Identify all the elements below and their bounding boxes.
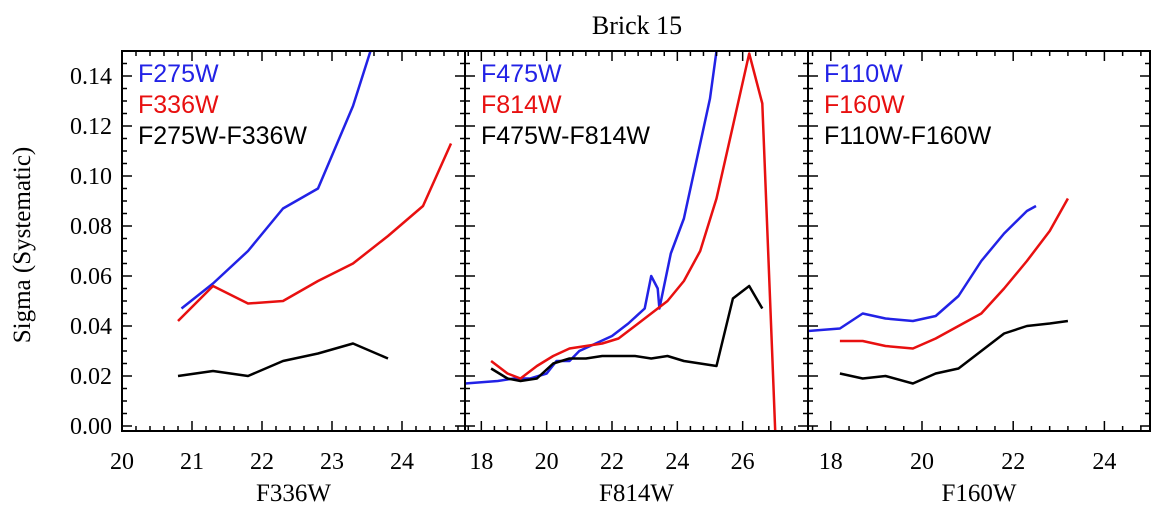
x-tick-label: 20 xyxy=(910,449,934,475)
series-line-f275w xyxy=(180,51,372,310)
figure-title: Brick 15 xyxy=(592,11,682,40)
legend-entry-f110w-f160w: F110W-F160W xyxy=(824,122,992,150)
x-tick-label: 20 xyxy=(535,449,559,475)
y-tick-label: 0.06 xyxy=(70,264,112,290)
series-line-f110w xyxy=(808,204,1037,333)
x-axis-label: F336W xyxy=(256,480,331,507)
y-tick-label: 0.12 xyxy=(70,114,112,140)
x-axis-label: F814W xyxy=(599,480,674,507)
legend-entry-f110w: F110W xyxy=(824,60,903,88)
x-axis-label: F160W xyxy=(942,480,1017,507)
x-tick-label: 23 xyxy=(320,449,344,475)
panel-f336w: 20 21 22 23 24 0.00 0.02 0.04 0.06 0.08 0.10 0.12 0.… xyxy=(70,50,466,507)
legend-entry-f336w: F336W xyxy=(138,91,219,119)
y-tick-label: 0.14 xyxy=(70,64,112,90)
series-line-f475w xyxy=(465,51,718,385)
y-tick-label: 0.10 xyxy=(70,164,112,190)
panels: 20 21 22 23 24 0.00 0.02 0.04 0.06 0.08 0.10 0.12 0.… xyxy=(70,50,1151,507)
x-tick-label: 18 xyxy=(819,449,843,475)
legend-entry-f475w-f814w: F475W-F814W xyxy=(481,122,650,150)
legend-entry-f275w-f336w: F275W-F336W xyxy=(138,122,307,150)
y-tick-label: 0.08 xyxy=(70,214,112,240)
y-axis-label: Sigma (Systematic) xyxy=(9,147,36,344)
x-tick-label: 24 xyxy=(390,449,414,475)
legend-entry-f275w: F275W xyxy=(138,60,219,88)
x-tick-label: 24 xyxy=(1092,449,1116,475)
x-tick-label: 24 xyxy=(665,449,689,475)
plot-frame xyxy=(807,50,1151,432)
x-tick-label: 22 xyxy=(600,449,624,475)
x-tick-label: 22 xyxy=(1001,449,1025,475)
series-line-f160w xyxy=(839,197,1069,350)
legend-entry-f814w: F814W xyxy=(481,91,562,119)
series-line-f814w xyxy=(490,52,777,431)
series-line-f475w-f814w xyxy=(490,284,764,383)
panel-f814w: 18 20 22 24 26 F814W F475W F814W F475W-F814W xyxy=(464,50,809,507)
y-tick-label: 0.04 xyxy=(70,314,112,340)
legend-entry-f475w: F475W xyxy=(481,60,562,88)
legend-entry-f160w: F160W xyxy=(824,91,905,119)
x-tick-label: 22 xyxy=(250,449,274,475)
series-line-f336w xyxy=(177,142,453,322)
x-tick-label: 18 xyxy=(469,449,493,475)
x-tick-label: 21 xyxy=(180,449,204,475)
x-tick-label: 20 xyxy=(110,449,134,475)
panel-f160w: 18 20 22 24 F160W F110W F160W F110W-F160W xyxy=(807,50,1151,507)
y-tick-label: 0.00 xyxy=(70,414,112,440)
series-line-f275w-f336w xyxy=(177,342,389,378)
y-tick-label: 0.02 xyxy=(70,364,112,390)
series-line-f110w-f160w xyxy=(839,319,1069,385)
x-tick-label: 26 xyxy=(731,449,755,475)
